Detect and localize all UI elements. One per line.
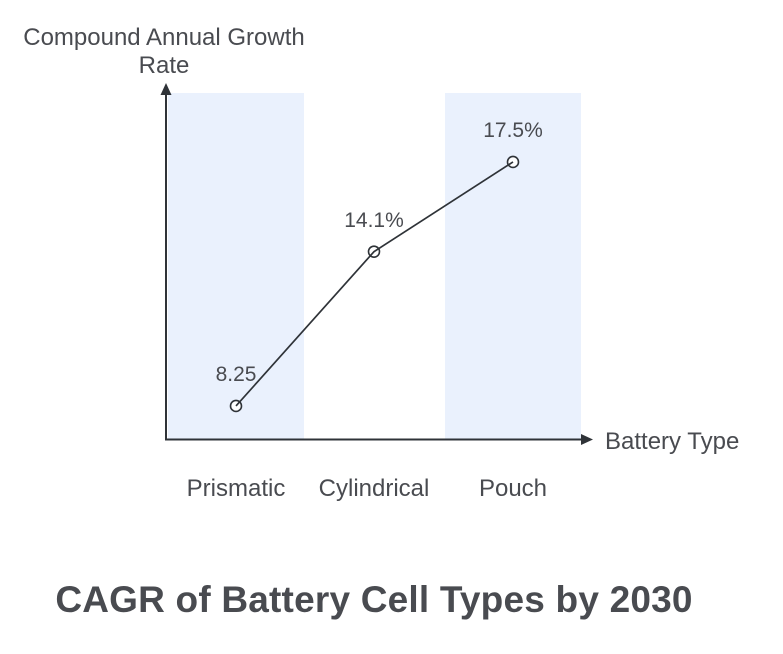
y-axis-arrow-icon — [160, 83, 172, 95]
point-label: 8.25 — [215, 362, 257, 386]
y-axis-title: Compound Annual Growth Rate — [23, 24, 305, 79]
category-label: Prismatic — [186, 475, 286, 502]
band-highlight — [168, 93, 304, 440]
band-highlight — [445, 93, 581, 440]
chart-title: CAGR of Battery Cell Types by 2030 — [55, 579, 693, 620]
x-axis-arrow-icon — [581, 434, 593, 445]
data-line — [235, 161, 514, 407]
category-label: Cylindrical — [318, 475, 430, 502]
point-label: 14.1% — [344, 208, 404, 232]
category-label: Pouch — [478, 475, 548, 502]
x-axis-title: Battery Type — [605, 428, 740, 455]
point-label: 17.5% — [483, 118, 543, 142]
